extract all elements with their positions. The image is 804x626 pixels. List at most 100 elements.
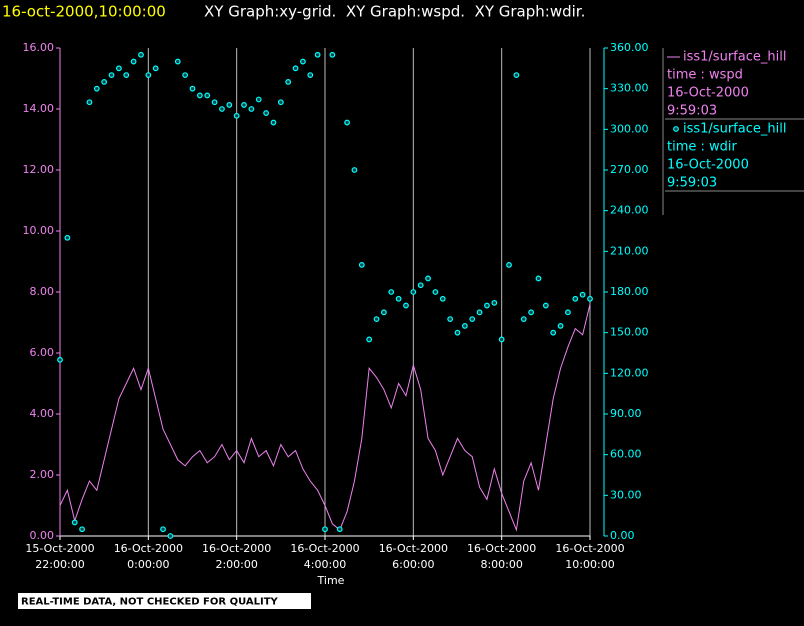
y-tick-label: 8.00	[30, 285, 55, 298]
data-point	[535, 275, 542, 282]
quality-note: REAL-TIME DATA, NOT CHECKED FOR QUALITY	[21, 597, 279, 608]
x-tick-label: 16-Oct-2000	[114, 542, 183, 555]
data-point	[145, 72, 152, 79]
y2-tick-label: 360.00	[610, 41, 649, 54]
y2-tick-label: 0.00	[610, 529, 635, 542]
data-point	[557, 322, 564, 329]
y-tick-label: 6.00	[30, 346, 55, 359]
data-point	[86, 99, 93, 106]
data-point	[204, 92, 211, 99]
data-point	[506, 261, 512, 268]
legend-label: 16-Oct-2000	[667, 86, 749, 101]
x-tick-label: 16-Oct-2000	[379, 542, 448, 555]
x-tick-label: 22:00:00	[35, 558, 84, 571]
y2-tick-label: 60.00	[610, 448, 642, 461]
data-point	[189, 85, 196, 92]
x-tick-label: 16-Oct-2000	[290, 542, 359, 555]
data-point	[520, 316, 527, 323]
data-point	[152, 65, 159, 72]
data-point	[498, 336, 505, 343]
x-tick-label: 16-Oct-2000	[202, 542, 271, 555]
x-tick-label: 10:00:00	[565, 558, 614, 571]
y2-tick-label: 30.00	[610, 488, 642, 501]
data-point	[174, 58, 181, 65]
x-tick-label: 6:00:00	[392, 558, 434, 571]
legend-label: iss1/surface_hill	[683, 50, 786, 65]
y2-tick-label: 210.00	[610, 244, 649, 257]
x-tick-label: 4:00:00	[304, 558, 346, 571]
data-point	[277, 99, 284, 106]
data-point	[101, 78, 108, 85]
legend-label: iss1/surface_hill	[683, 122, 786, 137]
y2-tick-label: 300.00	[610, 122, 649, 135]
data-point	[307, 72, 314, 79]
legend-label: 16-Oct-2000	[667, 158, 749, 173]
legend-label: 9:59:03	[667, 176, 717, 191]
data-point	[572, 295, 579, 302]
data-point	[380, 309, 387, 316]
y-tick-label: 0.00	[30, 529, 55, 542]
y2-tick-label: 240.00	[610, 204, 649, 217]
data-point	[167, 533, 174, 539]
data-point	[579, 291, 586, 298]
data-point	[403, 302, 409, 309]
data-point	[196, 92, 203, 99]
data-point	[550, 329, 557, 336]
data-point	[108, 72, 115, 79]
x-tick-label: 8:00:00	[480, 558, 522, 571]
x-tick-label: 2:00:00	[215, 558, 257, 571]
y2-tick-label: 120.00	[610, 366, 649, 379]
data-point	[233, 112, 240, 119]
data-point	[322, 526, 328, 533]
data-point	[219, 106, 225, 112]
data-point	[71, 519, 78, 526]
data-point	[138, 51, 144, 58]
data-point	[123, 72, 130, 79]
data-point	[255, 96, 262, 103]
y-tick-label: 10.00	[23, 224, 55, 237]
y2-tick-label: 150.00	[610, 326, 649, 339]
data-point	[366, 336, 373, 343]
data-point	[542, 302, 549, 309]
data-point	[130, 58, 137, 65]
data-point	[491, 299, 498, 306]
y2-tick-label: 330.00	[610, 82, 649, 95]
data-point	[484, 302, 490, 309]
data-point	[373, 316, 380, 323]
y2-tick-label: 270.00	[610, 163, 649, 176]
data-point	[64, 234, 71, 241]
y-tick-label: 4.00	[30, 407, 55, 420]
data-point	[432, 289, 439, 295]
data-point	[513, 72, 520, 79]
data-point	[93, 85, 100, 92]
data-point	[314, 51, 321, 58]
data-point	[388, 289, 395, 295]
data-point	[211, 99, 218, 106]
data-line	[59, 304, 591, 532]
data-point	[447, 316, 454, 323]
data-point	[439, 295, 446, 302]
data-point	[300, 58, 306, 65]
y-tick-label: 12.00	[23, 163, 55, 176]
data-point	[336, 526, 343, 533]
data-point	[160, 526, 166, 533]
y-tick-label: 2.00	[30, 468, 55, 481]
legend-symbol	[673, 126, 679, 132]
data-point	[263, 110, 270, 116]
legend-label: 9:59:03	[667, 104, 717, 119]
data-point	[241, 102, 247, 108]
y2-tick-label: 90.00	[610, 407, 642, 420]
data-point	[395, 295, 402, 302]
data-point	[358, 261, 365, 268]
data-point	[344, 119, 350, 126]
y2-tick-label: 180.00	[610, 285, 649, 298]
x-axis-label: Time	[317, 574, 345, 587]
data-point	[587, 295, 593, 302]
data-point	[461, 322, 468, 329]
y-tick-label: 16.00	[23, 41, 55, 54]
y-tick-label: 14.00	[23, 102, 55, 115]
data-point	[454, 329, 461, 336]
legend-label: time : wspd	[667, 68, 743, 83]
data-point	[417, 282, 424, 289]
